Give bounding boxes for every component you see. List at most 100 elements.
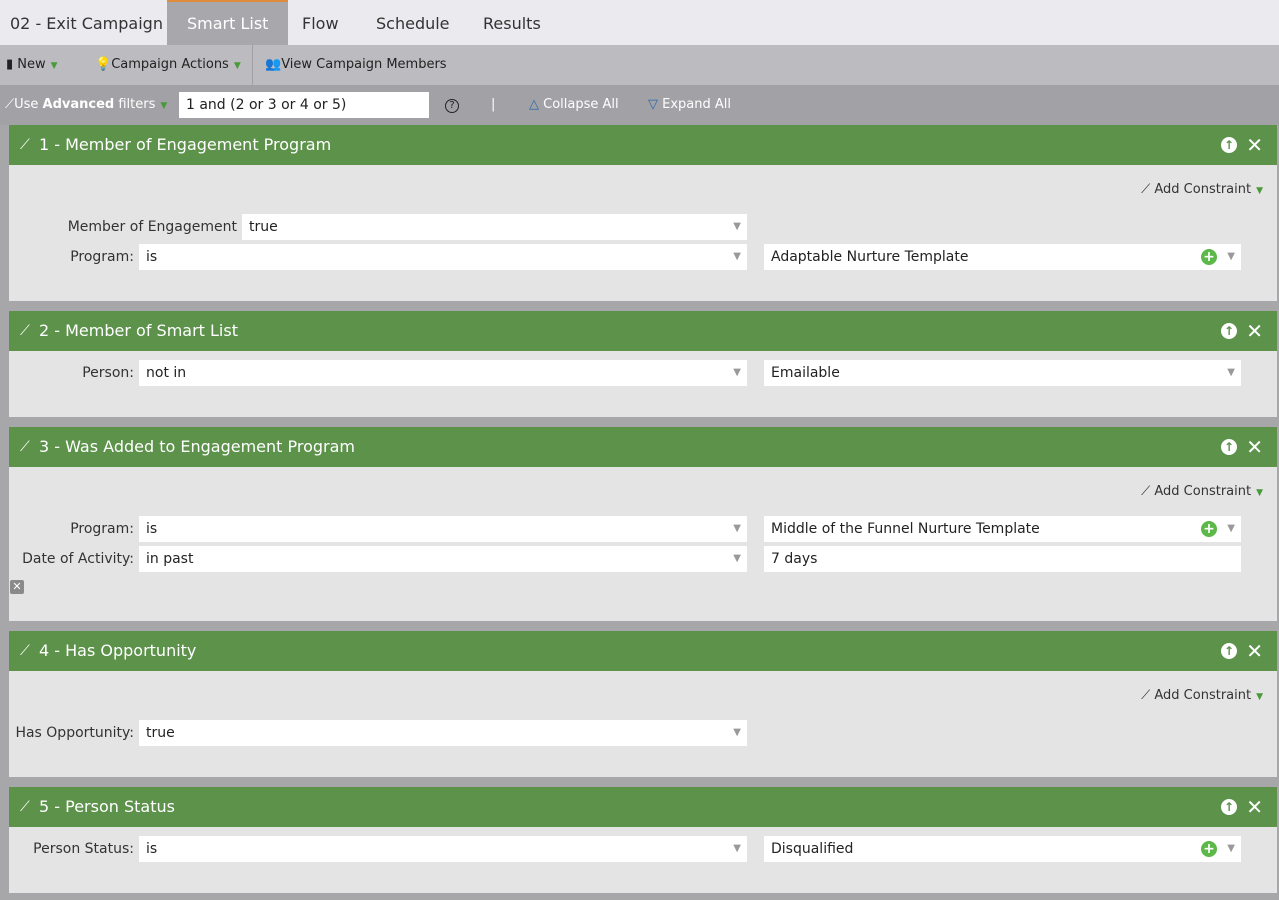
field-label: Program: bbox=[70, 249, 134, 265]
filter-header: ⟋ 3 - Was Added to Engagement Program ↑ ✕ bbox=[9, 427, 1277, 467]
select-value: is bbox=[146, 841, 158, 857]
operator-select[interactable]: is ▼ bbox=[139, 836, 747, 862]
operator-select[interactable]: is ▼ bbox=[139, 516, 747, 542]
divider bbox=[252, 45, 253, 85]
chevron-down-icon: ▼ bbox=[733, 553, 741, 564]
filter-header: ⟋ 4 - Has Opportunity ↑ ✕ bbox=[9, 631, 1277, 671]
select-value: in past bbox=[146, 551, 194, 567]
help-icon[interactable]: ? bbox=[445, 85, 459, 125]
select-value: true bbox=[146, 725, 175, 741]
add-constraint-label: Add Constraint bbox=[1154, 484, 1252, 499]
value-select[interactable]: Adaptable Nurture Template + ▼ bbox=[764, 244, 1241, 270]
add-constraint-button[interactable]: ⟋ Add Constraint ▼ bbox=[1141, 688, 1263, 705]
filter-title: 3 - Was Added to Engagement Program bbox=[39, 437, 356, 456]
wand-icon: ⟋ bbox=[5, 97, 15, 112]
chevron-down-icon: ▼ bbox=[1227, 251, 1235, 262]
select-value: true bbox=[249, 219, 278, 235]
expand-all-button[interactable]: ▽ Expand All bbox=[648, 85, 731, 125]
filter-header: ⟋ 5 - Person Status ↑ ✕ bbox=[9, 787, 1277, 827]
move-up-icon[interactable]: ↑ bbox=[1221, 323, 1237, 339]
view-members-label: View Campaign Members bbox=[281, 57, 447, 72]
advanced-filters-button[interactable]: ⟋Use Advanced filters ▼ bbox=[5, 85, 167, 125]
tab-results[interactable]: Results bbox=[483, 14, 541, 33]
filter-panel-5: ⟋ 5 - Person Status ↑ ✕ Person Status: is ▼ … bbox=[9, 787, 1277, 893]
move-up-icon[interactable]: ↑ bbox=[1221, 643, 1237, 659]
close-icon[interactable]: ✕ bbox=[1246, 639, 1263, 663]
filter-header: ⟋ 1 - Member of Engagement Program ↑ ✕ bbox=[9, 125, 1277, 165]
close-icon[interactable]: ✕ bbox=[1246, 795, 1263, 819]
chevron-down-icon: ▼ bbox=[1227, 843, 1235, 854]
dropdown-icon: ▼ bbox=[233, 61, 241, 71]
tab-schedule[interactable]: Schedule bbox=[376, 14, 450, 33]
value-input[interactable]: 7 days bbox=[764, 546, 1241, 572]
filter-logic-input[interactable] bbox=[179, 92, 429, 118]
collapse-icon: △ bbox=[529, 97, 539, 112]
add-constraint-button[interactable]: ⟋ Add Constraint ▼ bbox=[1141, 484, 1263, 501]
wand-icon: ⟋ bbox=[20, 137, 30, 153]
filter-title: 5 - Person Status bbox=[39, 797, 175, 816]
people-icon: 👥 bbox=[265, 57, 282, 72]
wand-icon: ⟋ bbox=[1141, 484, 1151, 499]
operator-select[interactable]: is ▼ bbox=[139, 244, 747, 270]
add-icon[interactable]: + bbox=[1201, 249, 1217, 265]
chevron-down-icon: ▼ bbox=[1227, 367, 1235, 378]
operator-select[interactable]: not in ▼ bbox=[139, 360, 747, 386]
filter-bar: ⟋Use Advanced filters ▼ ? | △ Collapse Al… bbox=[0, 85, 1279, 125]
dropdown-icon: ▼ bbox=[1256, 488, 1263, 498]
close-icon[interactable]: ✕ bbox=[1246, 319, 1263, 343]
close-icon[interactable]: ✕ bbox=[1246, 133, 1263, 157]
close-icon[interactable]: ✕ bbox=[1246, 435, 1263, 459]
filter-panel-3: ⟋ 3 - Was Added to Engagement Program ↑ ✕ ⟋… bbox=[9, 427, 1277, 621]
wand-icon: ⟋ bbox=[20, 323, 30, 339]
value-select[interactable]: Middle of the Funnel Nurture Template + ▼ bbox=[764, 516, 1241, 542]
filter-title: 1 - Member of Engagement Program bbox=[39, 135, 332, 154]
tab-smart-list[interactable]: Smart List bbox=[167, 0, 289, 45]
move-up-icon[interactable]: ↑ bbox=[1221, 799, 1237, 815]
wand-icon: ⟋ bbox=[20, 799, 30, 815]
use-label: Use bbox=[14, 97, 43, 112]
move-up-icon[interactable]: ↑ bbox=[1221, 137, 1237, 153]
add-icon[interactable]: + bbox=[1201, 521, 1217, 537]
select-value: not in bbox=[146, 365, 187, 381]
move-up-icon[interactable]: ↑ bbox=[1221, 439, 1237, 455]
filter-panel-1: ⟋ 1 - Member of Engagement Program ↑ ✕ ⟋ Ad… bbox=[9, 125, 1277, 301]
dropdown-icon: ▼ bbox=[1256, 186, 1263, 196]
tab-bar: 02 - Exit Campaign Smart List Flow Sched… bbox=[0, 0, 1279, 45]
filter-body: Person: not in ▼ Emailable ▼ bbox=[9, 351, 1277, 417]
chevron-down-icon: ▼ bbox=[733, 367, 741, 378]
select-value: Adaptable Nurture Template bbox=[771, 249, 969, 265]
wand-icon: ⟋ bbox=[20, 643, 30, 659]
dropdown-icon: ▼ bbox=[50, 61, 58, 71]
chevron-down-icon: ▼ bbox=[733, 221, 741, 232]
new-label: New bbox=[17, 57, 46, 72]
operator-select[interactable]: true ▼ bbox=[139, 720, 747, 746]
value-select[interactable]: Disqualified + ▼ bbox=[764, 836, 1241, 862]
new-button[interactable]: ▮ New ▼ bbox=[6, 45, 58, 85]
add-icon[interactable]: + bbox=[1201, 841, 1217, 857]
value-select[interactable]: Emailable ▼ bbox=[764, 360, 1241, 386]
delete-constraint-icon[interactable]: ✕ bbox=[10, 580, 24, 594]
wand-icon: ⟋ bbox=[1141, 182, 1151, 197]
filter-body: ⟋ Add Constraint ▼ Has Opportunity: true ▼ bbox=[9, 671, 1277, 777]
divider: | bbox=[491, 97, 496, 112]
field-label: Person: bbox=[82, 365, 134, 381]
dropdown-icon: ▼ bbox=[1256, 692, 1263, 702]
new-icon: ▮ bbox=[6, 57, 14, 72]
view-campaign-members-button[interactable]: 👥View Campaign Members bbox=[265, 45, 447, 85]
field-label: Has Opportunity: bbox=[15, 725, 134, 741]
expand-icon: ▽ bbox=[648, 97, 658, 112]
operator-select[interactable]: in past ▼ bbox=[139, 546, 747, 572]
campaign-actions-button[interactable]: 💡Campaign Actions ▼ bbox=[95, 45, 241, 85]
filter-header: ⟋ 2 - Member of Smart List ↑ ✕ bbox=[9, 311, 1277, 351]
add-constraint-button[interactable]: ⟋ Add Constraint ▼ bbox=[1141, 182, 1263, 199]
operator-select[interactable]: true ▼ bbox=[242, 214, 747, 240]
chevron-down-icon: ▼ bbox=[1227, 523, 1235, 534]
input-value: 7 days bbox=[771, 551, 818, 567]
add-constraint-label: Add Constraint bbox=[1154, 688, 1252, 703]
campaign-actions-label: Campaign Actions bbox=[111, 57, 229, 72]
wand-icon: ⟋ bbox=[20, 439, 30, 455]
select-value: is bbox=[146, 249, 158, 265]
tab-flow[interactable]: Flow bbox=[302, 14, 339, 33]
filter-title: 2 - Member of Smart List bbox=[39, 321, 238, 340]
collapse-all-button[interactable]: △ Collapse All bbox=[529, 85, 619, 125]
